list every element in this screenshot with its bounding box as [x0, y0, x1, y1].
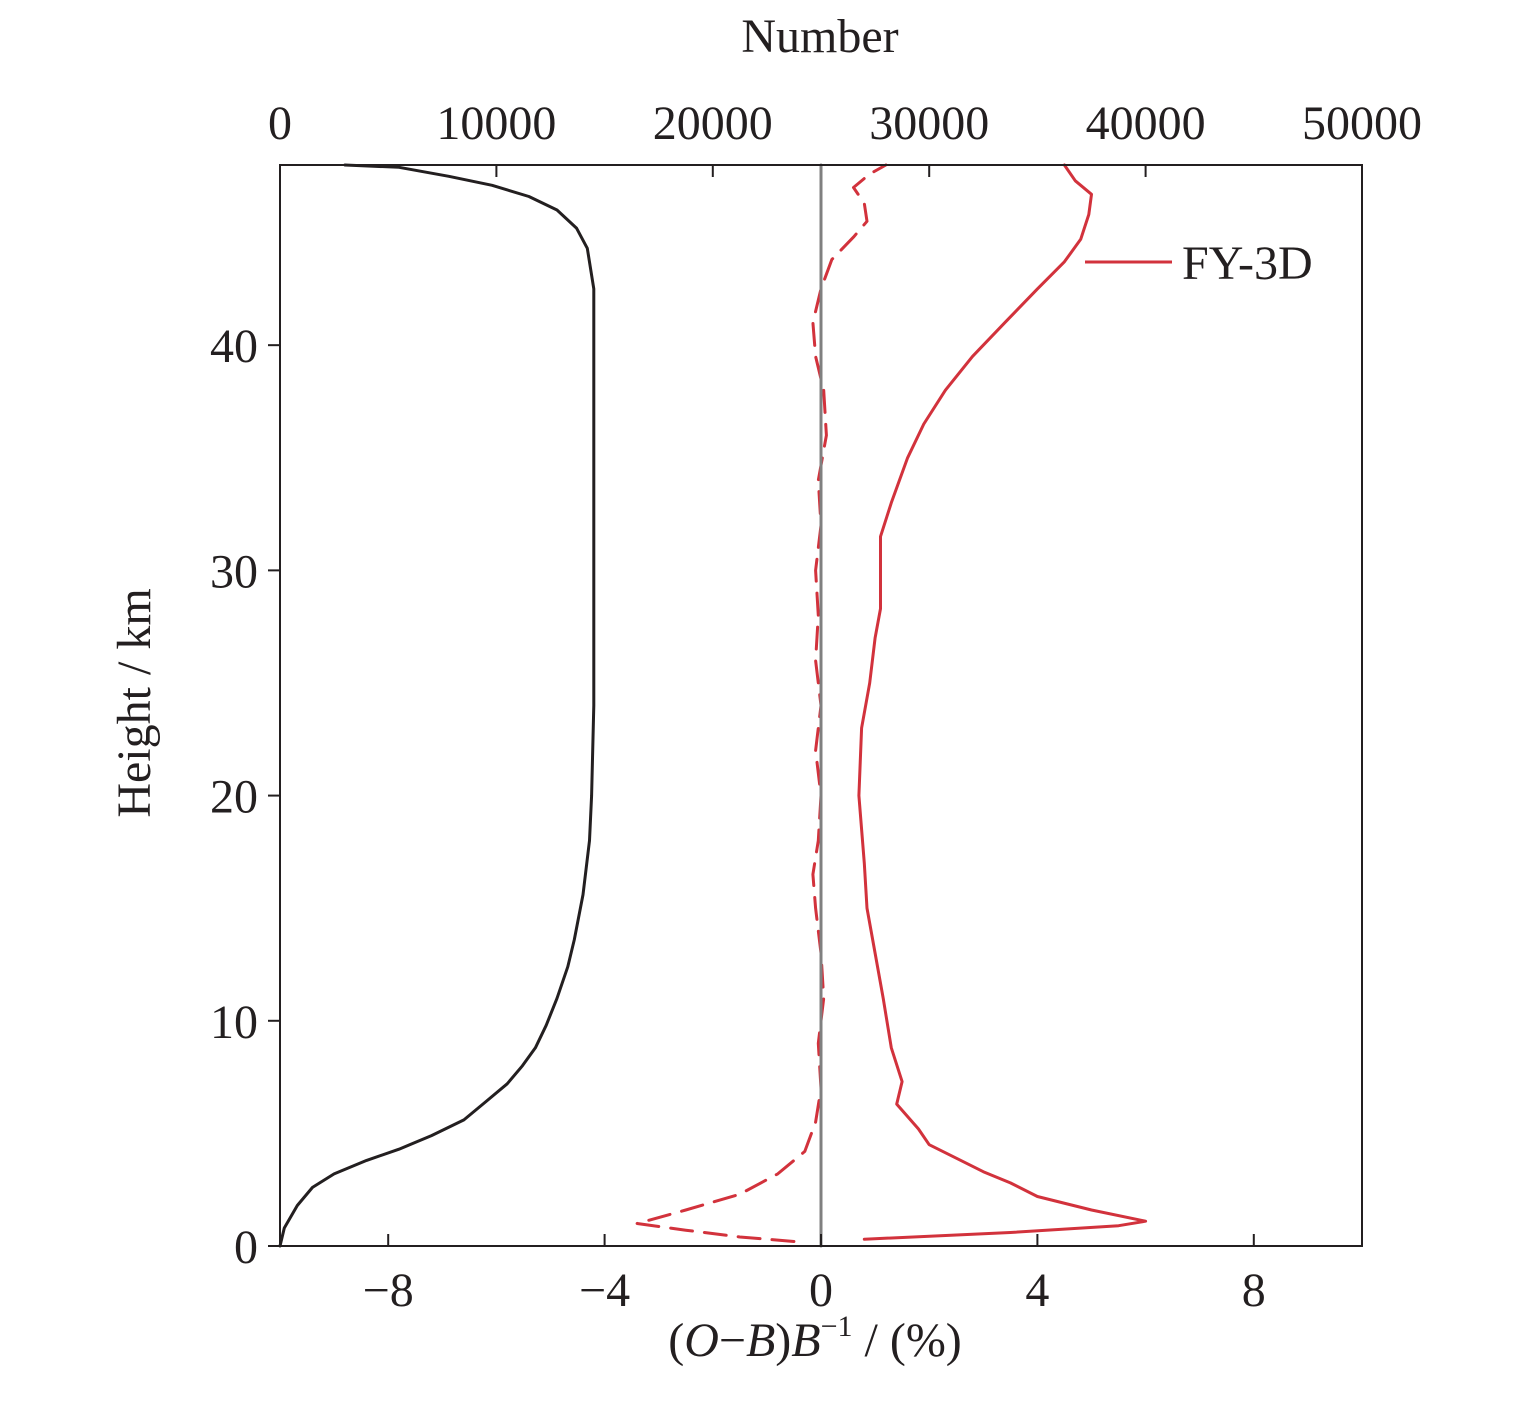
fy3d-solid-line: [857, 163, 1148, 1241]
series-layer: [278, 163, 1148, 1248]
bottom-tick-label: −4: [579, 1264, 630, 1317]
label-open-paren: (: [668, 1314, 684, 1367]
label-b-inverse: B: [791, 1314, 820, 1367]
label-close-paren: ): [775, 1314, 791, 1367]
y-tick-label: 40: [210, 320, 258, 373]
y-tick-label: 30: [210, 545, 258, 598]
label-superscript: −1: [821, 1310, 853, 1343]
top-tick-label: 0: [268, 97, 292, 150]
y-axis-title: Height / km: [108, 588, 161, 817]
label-unit: / (%): [853, 1314, 962, 1367]
y-tick-label: 20: [210, 771, 258, 824]
bottom-axis-title: (O−B)B−1 / (%): [668, 1310, 962, 1367]
top-axis-title: Number: [741, 10, 898, 63]
fy3d-dashed-line: [635, 163, 888, 1243]
top-tick-label: 30000: [869, 97, 989, 150]
y-tick-label: 10: [210, 996, 258, 1049]
label-minus: −: [719, 1314, 746, 1367]
top-tick-label: 50000: [1302, 97, 1422, 150]
label-b: B: [746, 1314, 775, 1367]
bottom-tick-label: −8: [363, 1264, 414, 1317]
top-tick-label: 40000: [1086, 97, 1206, 150]
label-o: O: [684, 1314, 719, 1367]
bottom-tick-label: 0: [809, 1264, 833, 1317]
legend: FY-3D: [1085, 237, 1313, 290]
bottom-tick-label: 4: [1025, 1264, 1049, 1317]
bottom-tick-label: 8: [1242, 1264, 1266, 1317]
y-tick-label: 0: [234, 1221, 258, 1274]
ticks-layer: −8 −4 0 4 8 0 10000 20000 30000 40000 50000 0 10 20 30…: [210, 97, 1422, 1317]
number-profile-line: [278, 163, 596, 1248]
legend-label-fy3d: FY-3D: [1182, 237, 1313, 290]
top-tick-label: 20000: [653, 97, 773, 150]
top-tick-label: 10000: [436, 97, 556, 150]
